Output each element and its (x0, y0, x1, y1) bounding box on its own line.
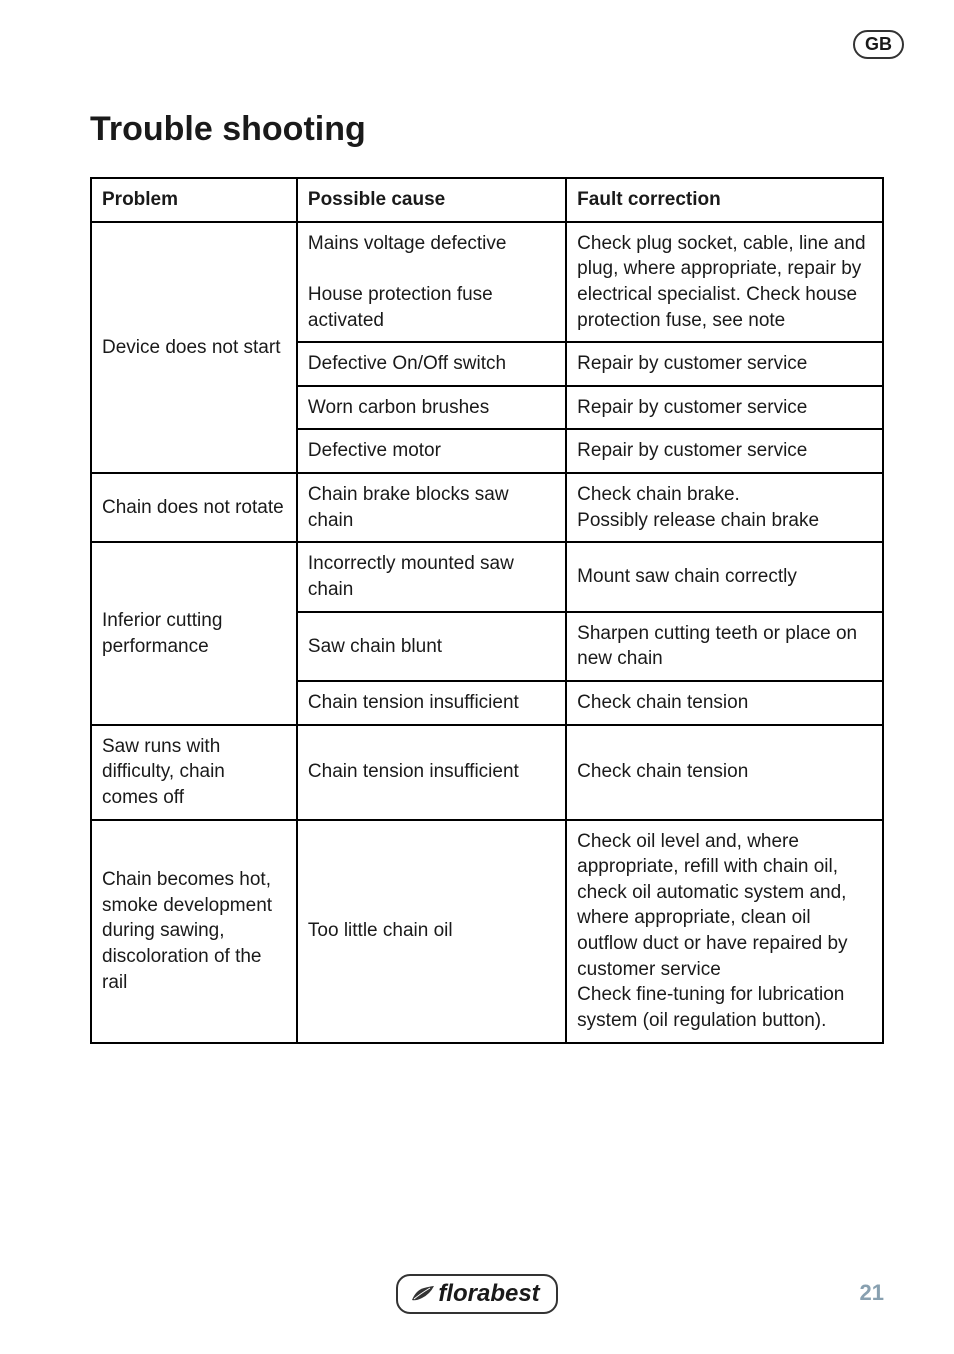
cell-fix: Repair by customer service (566, 429, 883, 473)
cell-fix: Check chain tension (566, 681, 883, 725)
cell-fix: Check chain tension (566, 725, 883, 820)
table-row: Device does not startMains voltage defec… (91, 222, 883, 343)
cell-fix: Sharpen cutting teeth or place on new ch… (566, 612, 883, 681)
table-row: Chain does not rotateChain brake blocks … (91, 473, 883, 542)
page-heading: Trouble shooting (90, 110, 884, 149)
leaf-icon (410, 1284, 436, 1304)
th-correction: Fault correction (566, 178, 883, 222)
th-problem: Problem (91, 178, 297, 222)
th-cause: Possible cause (297, 178, 566, 222)
logo-text: florabest (438, 1280, 539, 1308)
cell-cause: Chain tension insufficient (297, 725, 566, 820)
cell-fix: Check chain brake. Possibly release chai… (566, 473, 883, 542)
troubleshooting-table: Problem Possible cause Fault correction … (90, 177, 884, 1044)
cell-problem: Chain becomes hot, smoke development dur… (91, 820, 297, 1043)
brand-logo: florabest (396, 1274, 557, 1314)
page-number: 21 (860, 1280, 884, 1306)
cell-problem: Chain does not rotate (91, 473, 297, 542)
cell-cause: Defective motor (297, 429, 566, 473)
cell-problem: Inferior cutting performance (91, 542, 297, 724)
footer: florabest (0, 1274, 954, 1314)
cell-cause: Mains voltage defective House protection… (297, 222, 566, 343)
cell-fix: Repair by customer service (566, 342, 883, 386)
table-row: Chain becomes hot, smoke development dur… (91, 820, 883, 1043)
cell-cause: Incorrectly mounted saw chain (297, 542, 566, 611)
table-body: Device does not startMains voltage defec… (91, 222, 883, 1043)
table-row: Inferior cutting performanceIncorrectly … (91, 542, 883, 611)
cell-fix: Mount saw chain correctly (566, 542, 883, 611)
cell-cause: Saw chain blunt (297, 612, 566, 681)
cell-cause: Worn carbon brushes (297, 386, 566, 430)
cell-cause: Chain tension insufficient (297, 681, 566, 725)
table-row: Saw runs with difficulty, chain comes of… (91, 725, 883, 820)
cell-cause: Too little chain oil (297, 820, 566, 1043)
cell-fix: Check oil level and, where appropriate, … (566, 820, 883, 1043)
cell-problem: Device does not start (91, 222, 297, 473)
cell-fix: Repair by customer service (566, 386, 883, 430)
cell-problem: Saw runs with difficulty, chain comes of… (91, 725, 297, 820)
cell-cause: Chain brake blocks saw chain (297, 473, 566, 542)
cell-fix: Check plug socket, cable, line and plug,… (566, 222, 883, 343)
country-badge: GB (853, 30, 904, 59)
cell-cause: Defective On/Off switch (297, 342, 566, 386)
badge-text: GB (865, 34, 892, 55)
